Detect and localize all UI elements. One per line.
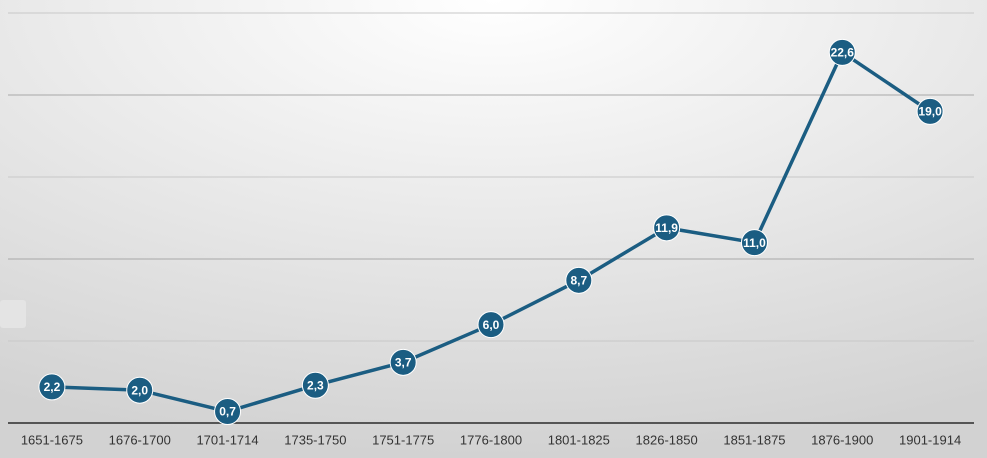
data-label: 6,0 [483,318,500,332]
x-tick-label: 1701-1714 [196,432,258,447]
data-label: 8,7 [570,273,587,287]
marker [740,229,768,257]
data-label: 22,6 [831,46,855,60]
x-tick-label: 1801-1825 [548,432,610,447]
x-tick-label: 1651-1675 [21,432,83,447]
x-tick-label: 1826-1850 [636,432,698,447]
data-label: 11,0 [743,236,766,250]
x-tick-label: 1776-1800 [460,432,522,447]
x-tick-label: 1676-1700 [109,432,171,447]
side-button[interactable] [0,300,26,328]
data-label: 2,0 [131,383,148,397]
data-label: 0,7 [219,405,236,419]
data-label: 3,7 [395,355,412,369]
marker [653,214,681,242]
x-tick-label: 1751-1775 [372,432,434,447]
marker [916,97,944,125]
data-label: 19,0 [918,105,942,119]
marker [477,311,505,339]
marker [828,38,856,66]
plot: 1651-1675 1676-1700 1701-1714 1735-1750 1751… [8,12,974,447]
marker [126,376,154,404]
marker [389,348,417,376]
x-tick-label: 1735-1750 [284,432,346,447]
data-label: 2,3 [307,378,324,392]
marker [214,398,242,426]
marker [301,371,329,399]
marker [38,373,66,401]
x-tick-label: 1876-1900 [811,432,873,447]
marker [565,266,593,294]
x-tick-label: 1851-1875 [723,432,785,447]
data-label: 11,9 [655,221,678,235]
x-tick-label: 1901-1914 [899,432,961,447]
data-label: 2,2 [44,380,61,394]
